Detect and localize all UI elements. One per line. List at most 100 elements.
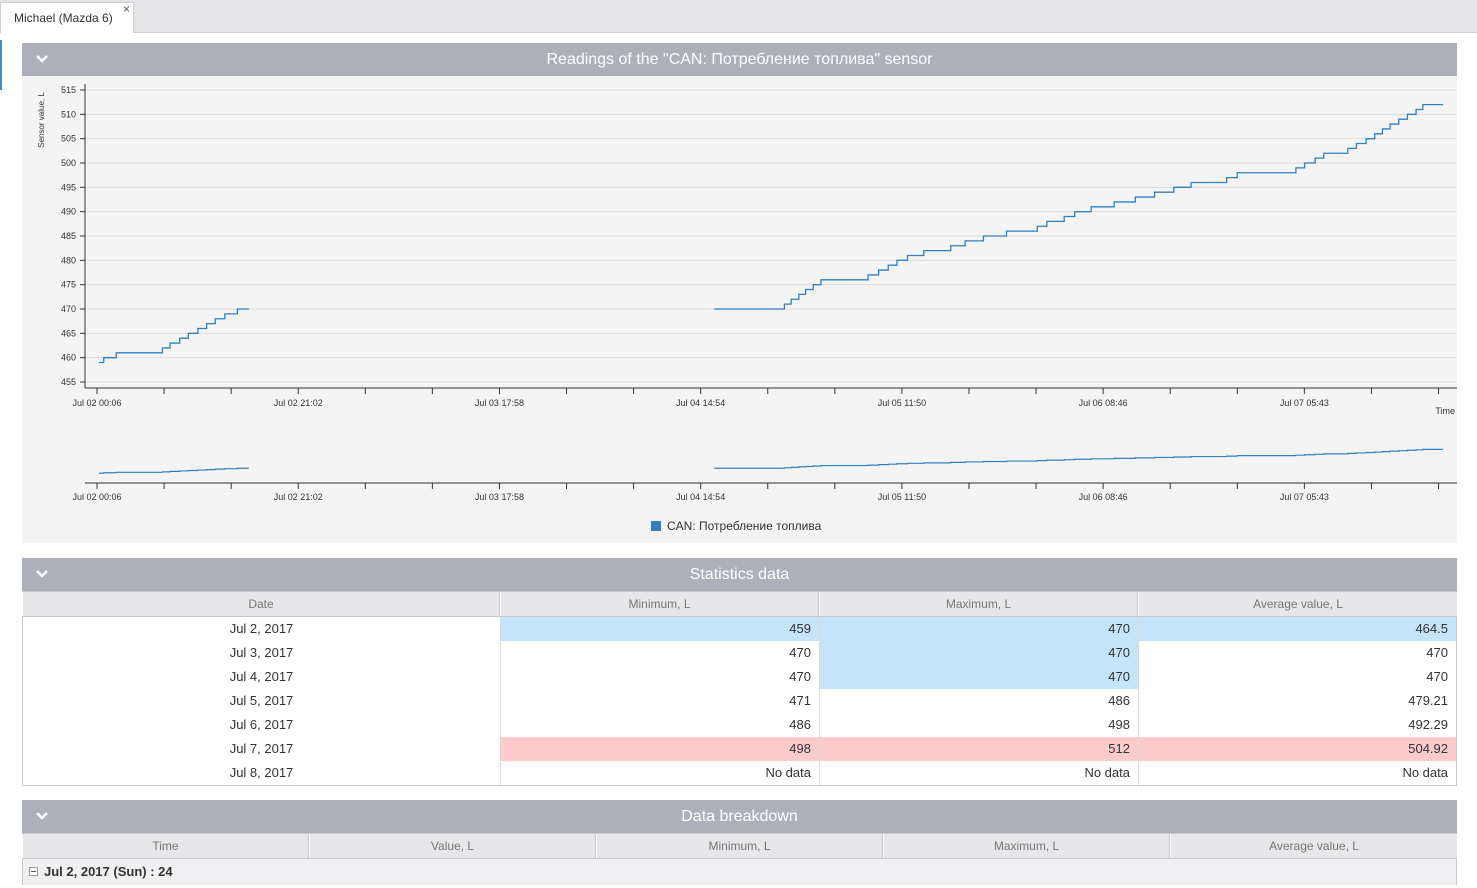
tab-bar: Michael (Mazda 6) × xyxy=(0,0,1477,33)
y-tick-label: 505 xyxy=(61,134,76,144)
y-axis-label: Sensor value, L xyxy=(37,92,46,148)
table-row[interactable]: Jul 6, 2017 486 498 492.29 xyxy=(23,713,1456,737)
statistics-panel: Statistics data Date Minimum, L Maximum,… xyxy=(22,558,1457,786)
main-x-tick-label: Jul 02 21:02 xyxy=(274,398,323,408)
chevron-down-icon[interactable] xyxy=(32,43,52,76)
cell-average: 492.29 xyxy=(1408,717,1448,732)
column-header-minimum[interactable]: Minimum, L xyxy=(596,834,883,858)
cell-average: 464.5 xyxy=(1139,617,1456,641)
breakdown-table: Time Value, L Minimum, L Maximum, L Aver… xyxy=(22,833,1457,885)
navigator-x-tick-label: Jul 04 14:54 xyxy=(676,492,725,502)
panel-title: Data breakdown xyxy=(681,808,798,825)
column-header-maximum[interactable]: Maximum, L xyxy=(883,834,1170,858)
cell-date: Jul 6, 2017 xyxy=(23,713,501,737)
statistics-table: Date Minimum, L Maximum, L Average value… xyxy=(22,591,1457,786)
close-icon[interactable]: × xyxy=(122,2,130,16)
column-header-minimum[interactable]: Minimum, L xyxy=(500,592,819,616)
active-indicator xyxy=(0,40,2,90)
cell-minimum: 486 xyxy=(501,713,820,737)
cell-average: 470 xyxy=(1426,669,1448,684)
y-tick-label: 460 xyxy=(61,353,76,363)
column-header-date[interactable]: Date xyxy=(22,592,500,616)
navigator-line xyxy=(98,467,249,474)
collapse-group-icon[interactable] xyxy=(29,867,38,877)
cell-maximum: 498 xyxy=(820,713,1139,737)
table-row[interactable]: Jul 8, 2017 No data No data No data xyxy=(23,761,1456,785)
navigator-x-tick-label: Jul 02 21:02 xyxy=(274,492,323,502)
y-tick-label: 475 xyxy=(61,280,76,290)
table-header: Date Minimum, L Maximum, L Average value… xyxy=(22,591,1457,617)
group-row[interactable]: Jul 2, 2017 (Sun) : 24 xyxy=(22,859,1457,885)
y-tick-label: 470 xyxy=(61,304,76,314)
table-header: Time Value, L Minimum, L Maximum, L Aver… xyxy=(22,833,1457,859)
main-x-tick-label: Jul 02 00:06 xyxy=(72,398,121,408)
main-x-tick-label: Jul 04 14:54 xyxy=(676,398,725,408)
main-x-tick-label: Jul 03 17:58 xyxy=(475,398,524,408)
panel-header[interactable]: Data breakdown xyxy=(22,800,1457,833)
column-header-maximum[interactable]: Maximum, L xyxy=(819,592,1138,616)
table-row[interactable]: Jul 3, 2017 470 470 470 xyxy=(23,641,1456,665)
cell-minimum: 471 xyxy=(501,689,820,713)
tab-label: Michael (Mazda 6) xyxy=(14,11,113,25)
series-line xyxy=(98,308,249,364)
cell-date: Jul 8, 2017 xyxy=(23,761,501,785)
cell-date: Jul 3, 2017 xyxy=(23,641,501,665)
cell-average: 479.21 xyxy=(1408,693,1448,708)
y-tick-label: 485 xyxy=(61,231,76,241)
main-x-tick-label: Jul 07 05:43 xyxy=(1280,398,1329,408)
panel-header[interactable]: Statistics data xyxy=(22,558,1457,591)
cell-date: Jul 7, 2017 xyxy=(23,737,501,761)
navigator-x-tick-label: Jul 06 08:46 xyxy=(1079,492,1128,502)
sensor-chart[interactable]: 455 460 465 470 475 480 485 490 495 500 505 510 515 S… xyxy=(22,76,1457,543)
column-header-average[interactable]: Average value, L xyxy=(1138,592,1457,616)
cell-minimum: 459 xyxy=(501,617,820,641)
panel-title: Statistics data xyxy=(689,566,790,583)
cell-average: No data xyxy=(1402,765,1448,780)
y-tick-label: 465 xyxy=(61,328,76,338)
chevron-down-icon[interactable] xyxy=(32,800,52,833)
cell-maximum: No data xyxy=(820,761,1139,785)
group-label: Jul 2, 2017 (Sun) : 24 xyxy=(44,864,173,879)
y-tick-label: 490 xyxy=(61,207,76,217)
table-row[interactable]: Jul 7, 2017 498 512 504.92 xyxy=(23,737,1456,761)
main-x-tick-label: Jul 06 08:46 xyxy=(1079,398,1128,408)
cell-maximum: 470 xyxy=(820,665,1139,689)
table-body: Jul 2, 2017 459 470 464.5 Jul 3, 2017 470 470 4… xyxy=(22,617,1457,786)
column-header-value[interactable]: Value, L xyxy=(309,834,596,858)
y-tick-label: 500 xyxy=(61,158,76,168)
legend-label: CAN: Потребление топлива xyxy=(667,519,822,533)
cell-minimum: 498 xyxy=(501,737,820,761)
table-row[interactable]: Jul 2, 2017 459 470 464.5 xyxy=(23,617,1456,641)
data-breakdown-panel: Data breakdown Time Value, L Minimum, L … xyxy=(22,800,1457,888)
navigator-x-tick-label: Jul 07 05:43 xyxy=(1280,492,1329,502)
cell-maximum: 486 xyxy=(820,689,1139,713)
navigator-x-tick-label: Jul 03 17:58 xyxy=(475,492,524,502)
table-row[interactable]: Jul 4, 2017 470 470 470 xyxy=(23,665,1456,689)
sensor-readings-panel: Readings of the "CAN: Потребление топлив… xyxy=(22,43,1457,543)
chevron-down-icon[interactable] xyxy=(32,558,52,591)
y-tick-label: 495 xyxy=(61,182,76,192)
panel-header[interactable]: Readings of the "CAN: Потребление топлив… xyxy=(22,43,1457,76)
cell-maximum: 512 xyxy=(820,737,1139,761)
navigator-line xyxy=(714,448,1443,469)
cell-minimum: 470 xyxy=(501,641,820,665)
cell-minimum: 470 xyxy=(501,665,820,689)
tab-vehicle[interactable]: Michael (Mazda 6) × xyxy=(0,2,134,33)
navigator-x-tick-label: Jul 05 11:50 xyxy=(878,492,926,502)
cell-date: Jul 5, 2017 xyxy=(23,689,501,713)
column-header-time[interactable]: Time xyxy=(22,834,309,858)
y-tick-label: 480 xyxy=(61,255,76,265)
panel-title: Readings of the "CAN: Потребление топлив… xyxy=(546,51,933,68)
column-header-average[interactable]: Average value, L xyxy=(1170,834,1457,858)
table-row[interactable]: Jul 5, 2017 471 486 479.21 xyxy=(23,689,1456,713)
cell-date: Jul 2, 2017 xyxy=(23,617,501,641)
navigator-x-tick-label: Jul 02 00:06 xyxy=(72,492,121,502)
y-tick-label: 455 xyxy=(61,377,76,387)
cell-maximum: 470 xyxy=(820,641,1139,665)
legend-swatch xyxy=(651,521,661,531)
chart-area: 455 460 465 470 475 480 485 490 495 500 505 510 515 S… xyxy=(22,76,1457,543)
main-x-tick-label: Jul 05 11:50 xyxy=(878,398,926,408)
y-tick-label: 510 xyxy=(61,109,76,119)
y-tick-label: 515 xyxy=(61,85,76,95)
cell-average: 470 xyxy=(1426,645,1448,660)
